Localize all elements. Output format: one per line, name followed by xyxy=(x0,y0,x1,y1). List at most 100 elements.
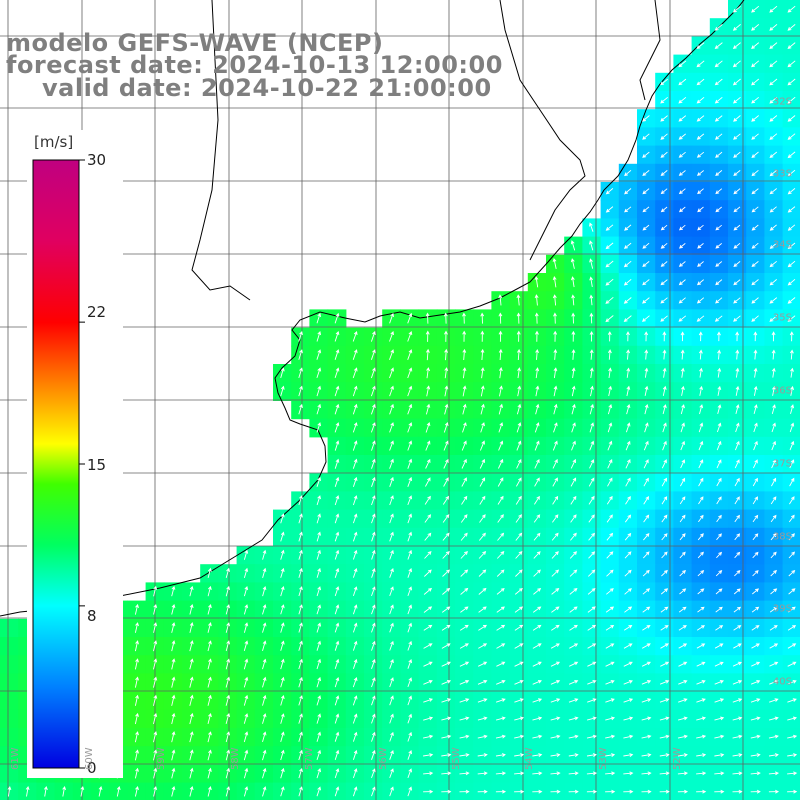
wind-arrow xyxy=(787,679,797,685)
wind-arrow xyxy=(459,661,470,667)
wind-arrow xyxy=(714,679,724,685)
wind-arrow xyxy=(514,624,524,631)
wind-arrow xyxy=(733,242,741,249)
border-line xyxy=(639,0,661,101)
wind-arrow xyxy=(715,224,722,231)
wind-arrow xyxy=(134,676,139,688)
wind-arrow xyxy=(534,422,540,433)
wind-arrow xyxy=(407,622,413,633)
wind-arrow xyxy=(586,771,598,776)
border-line xyxy=(191,0,251,301)
wind-arrow xyxy=(514,606,524,613)
wind-arrow xyxy=(771,440,777,451)
wind-arrow xyxy=(753,349,758,360)
wind-arrow xyxy=(660,151,668,158)
wind-arrow xyxy=(623,625,633,631)
wind-arrow xyxy=(225,622,231,633)
wind-arrow xyxy=(769,698,779,703)
wind-arrow xyxy=(389,312,394,324)
wind-arrow xyxy=(316,768,322,779)
wind-arrow xyxy=(787,278,796,286)
wind-arrow xyxy=(535,348,540,360)
wind-arrow xyxy=(498,440,504,451)
wind-arrow xyxy=(370,349,376,360)
wind-arrow xyxy=(171,712,176,725)
wind-arrow xyxy=(589,422,595,433)
wind-arrow xyxy=(442,532,450,541)
wind-arrow xyxy=(678,60,687,68)
wind-arrow xyxy=(534,275,539,288)
wind-arrow xyxy=(352,786,358,797)
wind-arrow xyxy=(534,495,540,505)
wind-arrow xyxy=(678,115,687,122)
wind-arrow xyxy=(189,604,194,615)
forecast-date: forecast date: 2024-10-13 12:00:00 xyxy=(6,51,503,79)
wind-arrow xyxy=(389,458,394,469)
wind-arrow xyxy=(771,459,777,469)
wind-arrow xyxy=(660,242,668,249)
wind-arrow xyxy=(116,785,121,797)
wind-arrow xyxy=(587,606,596,613)
wind-arrow xyxy=(733,261,741,267)
wind-arrow xyxy=(389,768,394,779)
wind-arrow xyxy=(334,458,340,469)
wind-arrow xyxy=(462,330,467,342)
wind-arrow xyxy=(498,330,503,342)
wind-arrow xyxy=(207,622,212,633)
wind-arrow xyxy=(571,367,576,379)
wind-arrow xyxy=(623,698,634,703)
wind-arrow xyxy=(262,676,267,688)
wind-arrow xyxy=(316,713,322,724)
wind-arrow xyxy=(623,771,634,776)
wind-arrow xyxy=(660,78,668,86)
wind-arrow xyxy=(717,385,722,396)
wind-arrow xyxy=(460,532,468,541)
wind-arrow xyxy=(605,260,614,268)
wind-arrow xyxy=(624,206,632,213)
wind-arrow xyxy=(568,679,579,685)
wind-arrow xyxy=(608,385,613,397)
wind-arrow xyxy=(298,658,303,670)
wind-arrow xyxy=(316,640,322,651)
wind-arrow xyxy=(623,643,633,649)
wind-arrow xyxy=(751,169,759,177)
wind-arrow xyxy=(171,658,176,670)
wind-arrow xyxy=(677,789,689,794)
wind-arrow xyxy=(624,551,632,559)
wind-arrow xyxy=(550,734,561,739)
wind-arrow xyxy=(551,606,560,613)
wind-arrow xyxy=(153,712,158,725)
wind-cell xyxy=(0,764,19,784)
wind-arrow xyxy=(243,640,249,652)
wind-arrow xyxy=(661,569,668,577)
wind-arrow xyxy=(334,403,340,415)
wind-arrow xyxy=(607,440,613,451)
wind-arrow xyxy=(352,367,358,379)
wind-arrow xyxy=(460,551,468,559)
wind-arrow xyxy=(732,698,743,703)
wind-arrow xyxy=(134,785,139,797)
wind-arrow xyxy=(787,297,796,304)
wind-arrow xyxy=(787,24,796,31)
wind-arrow xyxy=(243,604,249,615)
wind-arrow xyxy=(478,587,487,595)
wind-arrow xyxy=(480,367,485,379)
wind-arrow xyxy=(696,279,704,286)
wind-arrow xyxy=(535,367,540,379)
wind-arrow xyxy=(769,279,777,286)
wind-arrow xyxy=(495,734,506,739)
wind-arrow xyxy=(407,695,413,706)
wind-arrow xyxy=(441,753,452,757)
wind-arrow xyxy=(280,676,285,688)
wind-arrow xyxy=(134,749,139,761)
wind-arrow xyxy=(660,643,669,649)
wind-arrow xyxy=(444,330,448,342)
wind-arrow xyxy=(751,661,761,667)
wind-arrow xyxy=(642,279,650,286)
wind-arrow xyxy=(496,661,506,667)
wind-arrow xyxy=(769,224,777,231)
wind-arrow xyxy=(678,661,688,667)
wind-arrow xyxy=(696,679,706,685)
wind-arrow xyxy=(677,716,688,721)
wind-arrow xyxy=(697,551,704,559)
